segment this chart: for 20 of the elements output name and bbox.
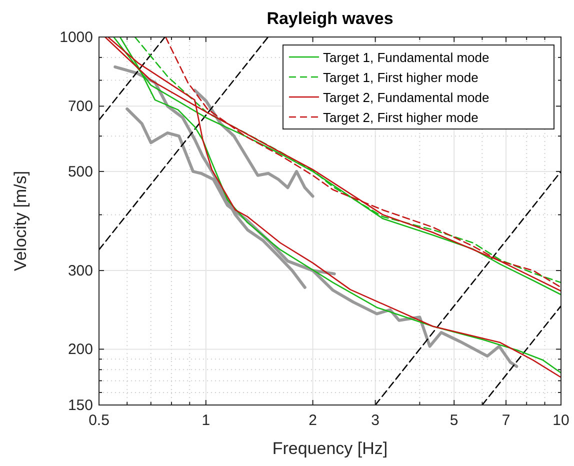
y-tick-label: 300 (68, 262, 93, 280)
chart-title: Rayleigh waves (266, 9, 394, 28)
y-tick-label: 200 (68, 341, 93, 358)
x-tick-label: 2 (308, 412, 317, 429)
y-tick-label: 150 (68, 397, 93, 414)
y-tick-label: 1000 (60, 29, 93, 46)
x-axis-title: Frequency [Hz] (272, 439, 388, 458)
y-tick-label: 700 (68, 98, 93, 116)
legend-label: Target 2, Fundamental mode (323, 90, 490, 105)
x-tick-label: 10 (552, 412, 570, 429)
x-tick-label: 3 (371, 412, 380, 429)
legend-label: Target 1, First higher mode (323, 70, 478, 85)
x-tick-label: 5 (450, 412, 458, 429)
y-tick-label: 500 (68, 163, 93, 180)
x-tick-label: 1 (202, 412, 210, 429)
x-tick-label: 0.5 (88, 412, 110, 429)
y-axis-title: Velocity [m/s] (11, 170, 30, 272)
x-tick-label: 7 (502, 412, 510, 429)
legend-label: Target 1, Fundamental mode (323, 50, 490, 65)
legend-label: Target 2, First higher mode (323, 110, 478, 125)
